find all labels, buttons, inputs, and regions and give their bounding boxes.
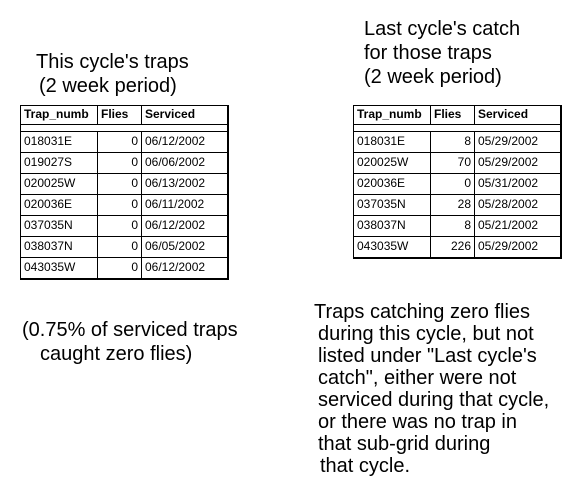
trap-cell: 020025W (357, 155, 409, 169)
column-header-serviced[interactable]: Serviced (474, 106, 560, 124)
column-header-trap[interactable]: Trap_numb (24, 107, 89, 121)
serviced-cell: 05/31/2002 (474, 174, 560, 194)
flies-cell: 70 (430, 153, 474, 173)
column-header-flies[interactable]: Flies (97, 106, 141, 124)
flies-cell: 8 (430, 216, 474, 236)
flies-cell: 0 (97, 258, 141, 278)
table-header: Trap_numb Flies Serviced (21, 106, 227, 125)
table-row[interactable]: 043035W 0 06/12/2002 (21, 258, 227, 278)
serviced-cell: 06/12/2002 (141, 132, 227, 152)
serviced-cell: 05/29/2002 (474, 132, 560, 152)
flies-cell: 0 (97, 174, 141, 194)
table-row[interactable]: 020036E 0 06/11/2002 (21, 195, 227, 216)
trap-cell: 020036E (24, 197, 73, 211)
column-header-trap[interactable]: Trap_numb (357, 107, 422, 121)
last-cycle-table: Trap_numb Flies Serviced 018031E 8 05/29… (353, 105, 562, 259)
serviced-cell: 06/06/2002 (141, 153, 227, 173)
right-title-line-1: Last cycle's catch (364, 18, 521, 40)
table-body: 018031E 0 06/12/2002 019027S 0 06/06/200… (21, 131, 227, 278)
table-row[interactable]: 020025W 0 06/13/2002 (21, 174, 227, 195)
flies-cell: 0 (97, 195, 141, 215)
serviced-cell: 06/13/2002 (141, 174, 227, 194)
serviced-cell: 06/11/2002 (141, 195, 227, 215)
left-title-line-1: This cycle's traps (36, 51, 189, 73)
table-header: Trap_numb Flies Serviced (354, 106, 560, 125)
explanation-line-3: listed under "Last cycle's (318, 345, 537, 367)
percent-note-line-2: caught zero flies) (40, 343, 193, 365)
serviced-cell: 06/12/2002 (141, 258, 227, 278)
table-row[interactable]: 043035W 226 05/29/2002 (354, 237, 560, 257)
explanation-line-2: during this cycle, but not (318, 323, 534, 345)
serviced-cell: 05/28/2002 (474, 195, 560, 215)
flies-cell: 0 (97, 237, 141, 257)
trap-cell: 038037N (357, 218, 406, 232)
flies-cell: 0 (97, 132, 141, 152)
explanation-line-8: that cycle. (320, 455, 411, 477)
explanation-line-6: or there was no trap in (318, 411, 517, 433)
trap-cell: 037035N (24, 218, 73, 232)
percent-note-line-1: (0.75% of serviced traps (22, 319, 238, 341)
left-title-line-2: (2 week period) (39, 75, 177, 97)
serviced-cell: 05/21/2002 (474, 216, 560, 236)
column-header-flies[interactable]: Flies (430, 106, 474, 124)
explanation-line-4: catch", either were not (318, 367, 517, 389)
table-row[interactable]: 020036E 0 05/31/2002 (354, 174, 560, 195)
percent-note: (0.75% of serviced traps caught zero fli… (22, 318, 238, 366)
right-title-line-2: for those traps (364, 42, 492, 64)
table-row[interactable]: 038037N 0 06/05/2002 (21, 237, 227, 258)
flies-cell: 8 (430, 132, 474, 152)
table-body: 018031E 8 05/29/2002 020025W 70 05/29/20… (354, 131, 560, 257)
this-cycle-table: Trap_numb Flies Serviced 018031E 0 06/12… (20, 105, 229, 280)
flies-cell: 0 (430, 174, 474, 194)
explanation-note: Traps catching zero flies during this cy… (314, 301, 549, 477)
flies-cell: 0 (97, 216, 141, 236)
column-header-serviced[interactable]: Serviced (141, 106, 227, 124)
table-row[interactable]: 018031E 8 05/29/2002 (354, 132, 560, 153)
explanation-line-1: Traps catching zero flies (314, 301, 531, 323)
table-row[interactable]: 020025W 70 05/29/2002 (354, 153, 560, 174)
explanation-line-7: that sub-grid during (318, 433, 491, 455)
trap-cell: 043035W (357, 239, 409, 253)
trap-cell: 018031E (24, 134, 73, 148)
trap-cell: 019027S (24, 155, 73, 169)
explanation-line-5: serviced during that cycle, (318, 389, 550, 411)
trap-cell: 043035W (24, 260, 76, 274)
trap-cell: 020036E (357, 176, 406, 190)
right-title: Last cycle's catch for those traps (2 we… (364, 17, 520, 89)
table-row[interactable]: 038037N 8 05/21/2002 (354, 216, 560, 237)
flies-cell: 0 (97, 153, 141, 173)
table-row[interactable]: 037035N 0 06/12/2002 (21, 216, 227, 237)
trap-cell: 038037N (24, 239, 73, 253)
serviced-cell: 05/29/2002 (474, 237, 560, 257)
right-title-line-3: (2 week period) (364, 66, 502, 88)
serviced-cell: 05/29/2002 (474, 153, 560, 173)
table-row[interactable]: 037035N 28 05/28/2002 (354, 195, 560, 216)
left-title: This cycle's traps (2 week period) (36, 50, 189, 98)
trap-cell: 018031E (357, 134, 406, 148)
table-row[interactable]: 019027S 0 06/06/2002 (21, 153, 227, 174)
flies-cell: 28 (430, 195, 474, 215)
table-row[interactable]: 018031E 0 06/12/2002 (21, 132, 227, 153)
serviced-cell: 06/05/2002 (141, 237, 227, 257)
flies-cell: 226 (430, 237, 474, 257)
serviced-cell: 06/12/2002 (141, 216, 227, 236)
trap-cell: 037035N (357, 197, 406, 211)
trap-cell: 020025W (24, 176, 76, 190)
